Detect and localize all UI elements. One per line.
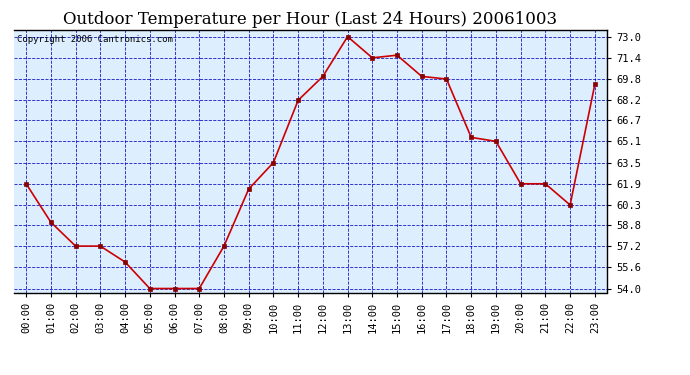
Text: Copyright 2006 Cantronics.com: Copyright 2006 Cantronics.com [17, 35, 172, 44]
Title: Outdoor Temperature per Hour (Last 24 Hours) 20061003: Outdoor Temperature per Hour (Last 24 Ho… [63, 12, 558, 28]
